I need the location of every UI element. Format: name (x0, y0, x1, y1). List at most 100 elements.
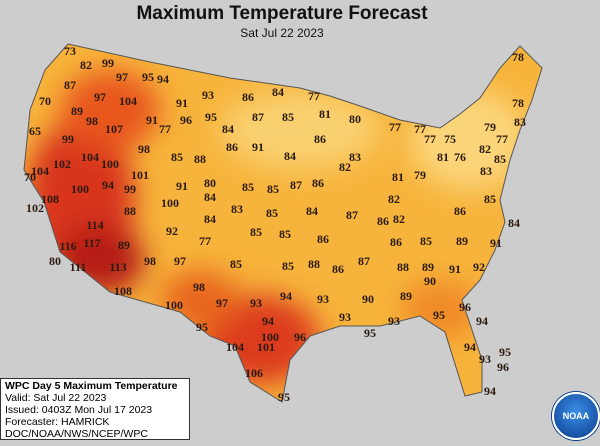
temperature-label: 102 (53, 157, 71, 171)
temperature-label: 100 (161, 196, 179, 210)
temperature-label: 95 (278, 390, 290, 404)
temperature-label: 94 (280, 289, 292, 303)
map-date: Sat Jul 22 2023 (240, 26, 324, 40)
temperature-label: 98 (193, 280, 205, 294)
temperature-label: 97 (94, 90, 106, 104)
temperature-label: 91 (252, 140, 264, 154)
temperature-label: 85 (242, 180, 254, 194)
temperature-label: 93 (250, 296, 262, 310)
temperature-label: 98 (138, 142, 150, 156)
temperature-label: 114 (86, 218, 103, 232)
temperature-label: 76 (454, 150, 466, 164)
temperature-label: 93 (388, 314, 400, 328)
temperature-label: 89 (400, 289, 412, 303)
temperature-label: 100 (101, 157, 119, 171)
temperature-label: 86 (242, 90, 254, 104)
temperature-label: 83 (480, 164, 492, 178)
temperature-label: 107 (105, 122, 123, 136)
map-title: Maximum Temperature Forecast (136, 3, 428, 24)
temperature-label: 85 (282, 259, 294, 273)
temperature-label: 91 (449, 262, 461, 276)
temperature-label: 85 (420, 234, 432, 248)
temperature-label: 85 (230, 257, 242, 271)
info-box: WPC Day 5 Maximum Temperature Valid: Sat… (0, 378, 190, 440)
temperature-label: 102 (26, 201, 44, 215)
temperature-label: 65 (29, 124, 41, 138)
temperature-label: 84 (204, 190, 216, 204)
temperature-label: 98 (144, 254, 156, 268)
temperature-label: 93 (479, 352, 491, 366)
temperature-label: 86 (332, 262, 344, 276)
temperature-label: 98 (86, 114, 98, 128)
temperature-label: 93 (317, 292, 329, 306)
temperature-label: 75 (444, 132, 456, 146)
temperature-label: 88 (308, 257, 320, 271)
temperature-label: 95 (499, 345, 511, 359)
temperature-label: 84 (508, 216, 520, 230)
temperature-label: 78 (512, 96, 524, 110)
temperature-label: 87 (290, 178, 302, 192)
temperature-label: 106 (245, 366, 263, 380)
info-line: Forecaster: HAMRICK (5, 416, 110, 428)
temperature-label: 94 (464, 340, 476, 354)
temperature-label: 82 (80, 58, 92, 72)
temperature-label: 82 (393, 212, 405, 226)
temperature-label: 99 (124, 182, 136, 196)
temperature-label: 96 (459, 300, 471, 314)
temperature-label: 85 (250, 225, 262, 239)
temperature-label: 79 (484, 120, 496, 134)
temperature-label: 95 (205, 110, 217, 124)
temperature-label: 104 (31, 164, 49, 178)
temperature-label: 100 (71, 182, 89, 196)
temperature-label: 92 (166, 224, 178, 238)
temperature-label: 88 (397, 260, 409, 274)
temperature-label: 91 (146, 113, 158, 127)
temperature-label: 82 (339, 160, 351, 174)
temperature-label: 80 (349, 112, 361, 126)
temperature-label: 95 (196, 320, 208, 334)
temperature-label: 77 (389, 120, 401, 134)
temperature-label: 80 (204, 176, 216, 190)
temperature-label: 89 (422, 260, 434, 274)
temperature-label: 84 (272, 85, 284, 99)
temperature-label: 77 (308, 89, 320, 103)
temperature-label: 70 (39, 94, 51, 108)
temperature-label: 84 (222, 122, 234, 136)
temperature-label: 81 (319, 107, 331, 121)
temperature-label: 83 (349, 150, 361, 164)
temperature-label: 84 (204, 212, 216, 226)
temperature-label: 89 (71, 104, 83, 118)
temperature-label: 94 (262, 314, 274, 328)
noaa-logo: NOAA (552, 392, 600, 440)
temperature-label: 97 (116, 70, 128, 84)
temperature-label: 113 (109, 260, 126, 274)
temperature-label: 96 (294, 330, 306, 344)
temperature-label: 108 (114, 284, 132, 298)
temperature-label: 100 (165, 298, 183, 312)
temperature-label: 93 (202, 88, 214, 102)
temperature-label: 86 (454, 204, 466, 218)
temperature-label: 91 (490, 236, 502, 250)
temperature-label: 77 (199, 234, 211, 248)
temperature-label: 96 (180, 113, 192, 127)
temperature-label: 86 (314, 132, 326, 146)
temperature-label: 85 (279, 227, 291, 241)
temperature-label: 94 (157, 72, 169, 86)
temperature-label: 77 (496, 132, 508, 146)
info-line: Issued: 0403Z Mon Jul 17 2023 (5, 404, 153, 416)
temperature-label: 97 (174, 254, 186, 268)
temperature-label: 116 (59, 239, 76, 253)
temperature-label: 82 (388, 192, 400, 206)
temperature-label: 85 (494, 152, 506, 166)
temperature-label: 85 (484, 192, 496, 206)
temperature-label: 95 (142, 70, 154, 84)
temperature-label: 91 (176, 179, 188, 193)
info-line: DOC/NOAA/NWS/NCEP/WPC (5, 428, 148, 440)
temperature-label: 94 (476, 314, 488, 328)
temperature-label: 90 (362, 292, 374, 306)
temperature-label: 77 (414, 122, 426, 136)
temperature-label: 82 (479, 142, 491, 156)
temperature-label: 101 (131, 168, 149, 182)
